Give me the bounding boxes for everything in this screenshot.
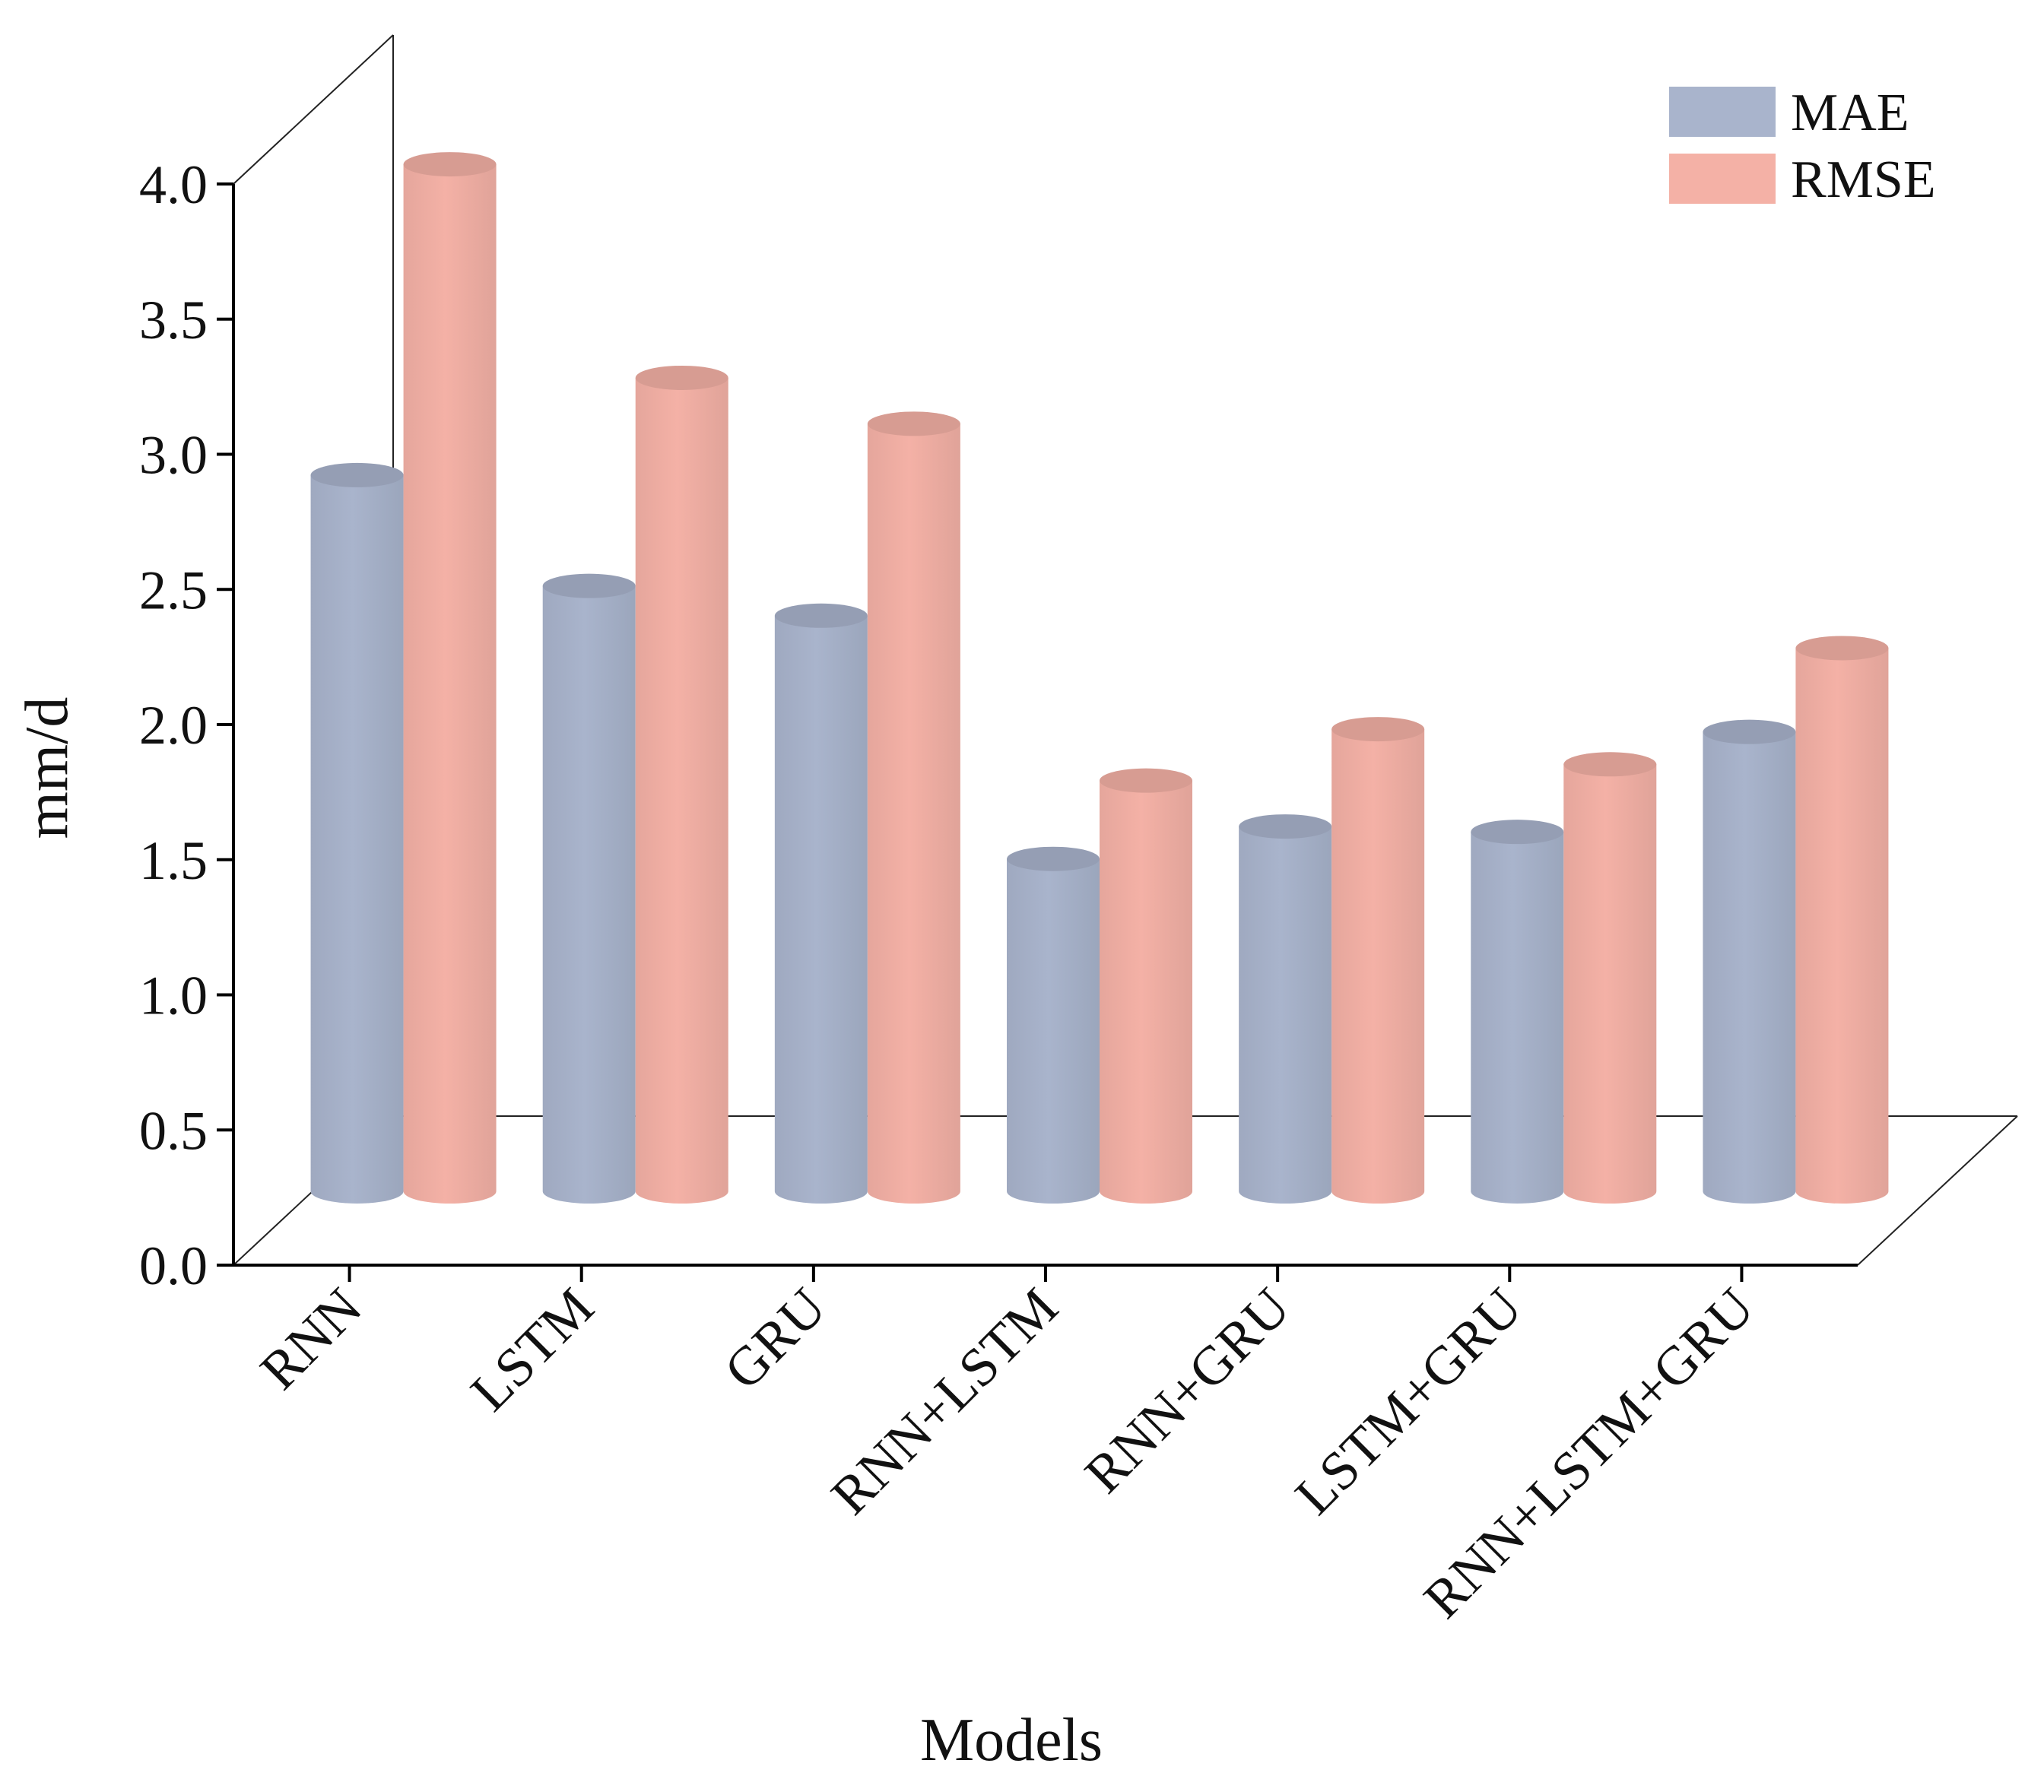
bar-body bbox=[310, 474, 404, 1204]
y-tick-label: 3.0 bbox=[139, 425, 208, 486]
y-tick-label: 0.0 bbox=[139, 1235, 208, 1296]
bar-mae-rnn-gru bbox=[1239, 814, 1332, 1204]
bar-body bbox=[542, 585, 636, 1204]
bar-mae-rnn bbox=[310, 462, 404, 1204]
bar-rmse-rnn-gru bbox=[1331, 717, 1425, 1204]
x-tick-label-rnn-gru: RNN+GRU bbox=[1073, 1277, 1301, 1505]
legend-swatch-mae bbox=[1669, 87, 1776, 137]
x-axis-title: Models bbox=[920, 1707, 1103, 1774]
x-tick-label-lstm-gru: LSTM+GRU bbox=[1284, 1277, 1534, 1527]
bar-top-cap bbox=[1100, 768, 1192, 793]
bar-top-cap bbox=[1471, 820, 1564, 845]
bar-body bbox=[403, 164, 497, 1204]
bar-top-cap bbox=[1795, 636, 1889, 661]
bar-mae-rnn-lstm-gru bbox=[1703, 719, 1796, 1204]
bar-body bbox=[867, 423, 960, 1204]
bar-rmse-gru bbox=[867, 411, 960, 1204]
bar-rmse-lstm bbox=[635, 365, 728, 1204]
y-tick-label: 0.5 bbox=[139, 1100, 208, 1161]
bar-top-cap bbox=[1703, 719, 1796, 744]
bar-body bbox=[1471, 832, 1564, 1204]
bar-body bbox=[774, 615, 868, 1204]
x-tick-label-gru: GRU bbox=[713, 1277, 837, 1401]
bar-rmse-rnn bbox=[403, 152, 497, 1204]
y-tick-label: 2.0 bbox=[139, 695, 208, 756]
bar-rmse-rnn-lstm-gru bbox=[1795, 636, 1889, 1204]
y-tick-label: 2.5 bbox=[139, 560, 208, 620]
bar-top-cap bbox=[635, 365, 728, 390]
bar-body bbox=[1100, 780, 1192, 1204]
bar-top-cap bbox=[1239, 814, 1332, 839]
bar-body bbox=[1331, 729, 1425, 1204]
bar-top-cap bbox=[310, 462, 404, 487]
legend: MAE RMSE bbox=[1669, 84, 1936, 209]
bar-mae-lstm bbox=[542, 573, 636, 1204]
y-tick-label: 1.5 bbox=[139, 830, 208, 891]
frame-edge-top-left bbox=[233, 34, 394, 185]
bar-body bbox=[1007, 858, 1100, 1204]
y-tick-label: 3.5 bbox=[139, 290, 208, 350]
x-tick-label-lstm: LSTM bbox=[459, 1277, 605, 1422]
y-tick-label: 4.0 bbox=[139, 154, 208, 215]
legend-label-mae: MAE bbox=[1791, 84, 1909, 142]
bar-mae-rnn-lstm bbox=[1007, 846, 1100, 1204]
bar-body bbox=[1703, 731, 1796, 1204]
x-tick-label-rnn: RNN bbox=[249, 1277, 373, 1401]
legend-swatch-rmse bbox=[1669, 154, 1776, 204]
bar-mae-gru bbox=[774, 603, 868, 1204]
bar-top-cap bbox=[867, 411, 960, 436]
bar-top-cap bbox=[542, 573, 636, 598]
y-tick-label: 1.0 bbox=[139, 966, 208, 1026]
bar-rmse-rnn-lstm bbox=[1100, 768, 1192, 1204]
bar-body bbox=[1239, 826, 1332, 1204]
bar-top-cap bbox=[774, 603, 868, 628]
y-axis-title: mm/d bbox=[14, 697, 81, 839]
bars-layer bbox=[310, 152, 1889, 1204]
bar-top-cap bbox=[1563, 752, 1657, 777]
legend-label-rmse: RMSE bbox=[1791, 151, 1936, 209]
x-tick-label-rnn-lstm: RNN+LSTM bbox=[820, 1277, 1070, 1527]
bar-body bbox=[1795, 648, 1889, 1204]
bar-top-cap bbox=[1331, 717, 1425, 742]
bar-mae-lstm-gru bbox=[1471, 820, 1564, 1204]
bar-body bbox=[1563, 764, 1657, 1204]
bar-top-cap bbox=[403, 152, 497, 177]
bar-body bbox=[635, 377, 728, 1204]
bar-top-cap bbox=[1007, 846, 1100, 871]
bar-rmse-lstm-gru bbox=[1563, 752, 1657, 1204]
frame-floor-right-edge bbox=[1857, 1115, 2018, 1266]
